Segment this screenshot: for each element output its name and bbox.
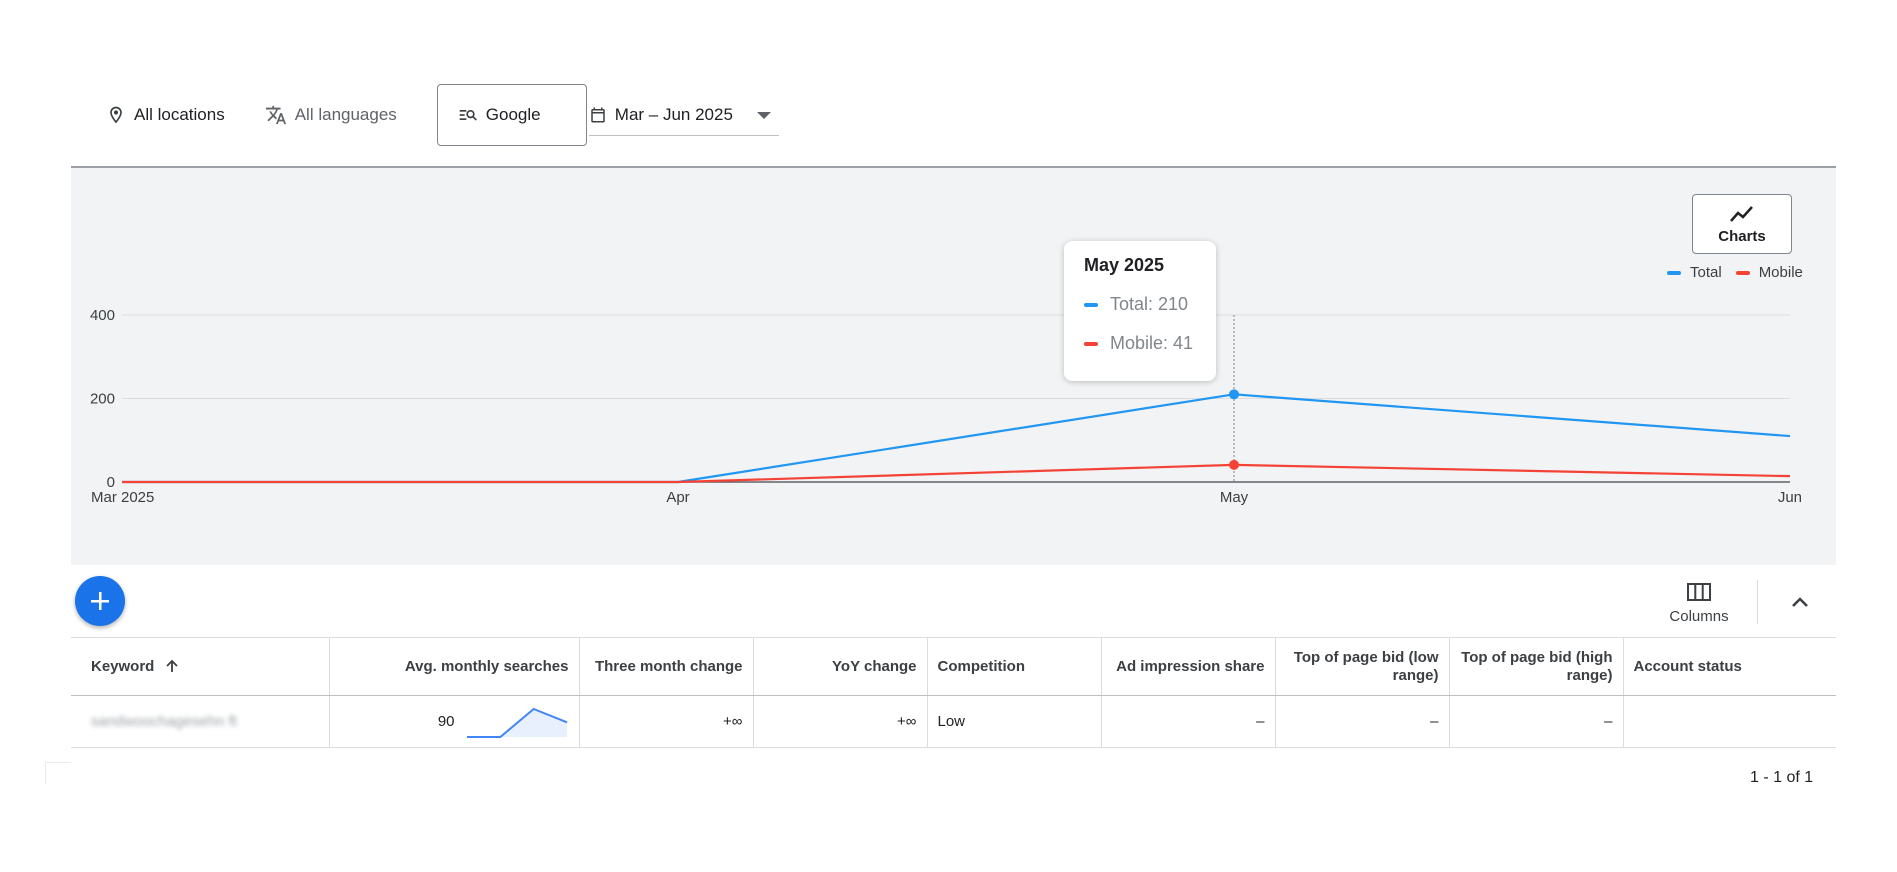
search-network-filter[interactable]: Google	[436, 84, 587, 146]
keyword-table: Keyword Avg. monthly searches Three mont…	[71, 637, 1836, 748]
y-tick-label: 0	[107, 474, 115, 491]
charts-button-label: Charts	[1718, 227, 1766, 245]
table-row[interactable]: sandwoochagesehn ft 90 +∞ +∞ Low – – –	[71, 695, 1836, 748]
table-corner-marker	[45, 762, 71, 784]
data-point-mobile	[1229, 459, 1239, 470]
three-month-change-cell: +∞	[578, 695, 753, 748]
sort-arrow-up-icon	[165, 659, 178, 672]
legend-label-mobile: Mobile	[1758, 264, 1803, 281]
pagination-label: 1 - 1 of 1	[1750, 769, 1814, 786]
table-header-row: Keyword Avg. monthly searches Three mont…	[71, 637, 1836, 696]
header-bid-low[interactable]: Top of page bid (low range)	[1274, 637, 1449, 696]
header-yoy-change[interactable]: YoY change	[752, 637, 927, 696]
avg-monthly-searches-value: 90	[437, 713, 455, 730]
tooltip-swatch-total	[1084, 302, 1098, 307]
account-status-cell	[1622, 695, 1836, 748]
x-tick-label: May	[1220, 489, 1249, 506]
location-pin-icon	[110, 106, 122, 124]
charts-button[interactable]: Charts	[1692, 194, 1792, 254]
legend-label-total: Total	[1690, 264, 1722, 281]
collapse-chart-button[interactable]	[1786, 588, 1814, 616]
header-keyword-label: Keyword	[91, 657, 155, 675]
tooltip-mobile-value: Mobile: 41	[1110, 333, 1194, 353]
legend-item-mobile[interactable]: Mobile	[1735, 264, 1803, 281]
dropdown-caret-icon	[756, 112, 771, 119]
tooltip-row-mobile: Mobile: 41	[1084, 333, 1196, 354]
plus-icon	[91, 592, 109, 610]
chart-panel: 0 200 400 Mar 2025 Apr May Jun Charts Total Mo…	[71, 166, 1836, 565]
search-network-label: Google	[485, 105, 541, 124]
filter-bar: All locations All languages Google Mar –…	[70, 84, 1830, 146]
ad-impression-share-cell: –	[1100, 695, 1275, 748]
chart-legend: Total Mobile	[1667, 264, 1817, 281]
series-line-mobile	[122, 463, 1791, 484]
language-filter[interactable]: All languages	[265, 84, 397, 146]
header-account-status[interactable]: Account status	[1622, 637, 1836, 696]
bid-low-cell: –	[1274, 695, 1449, 748]
calendar-icon	[591, 107, 605, 122]
date-range-select[interactable]: Mar – Jun 2025	[588, 94, 779, 136]
trend-sparkline	[466, 707, 567, 738]
x-tick-label: Jun	[1778, 489, 1802, 506]
chart-tooltip: May 2025 Total: 210 Mobile: 41	[1064, 241, 1216, 381]
location-filter[interactable]: All locations	[106, 84, 225, 146]
header-competition[interactable]: Competition	[926, 637, 1101, 696]
location-filter-label: All locations	[134, 105, 225, 124]
header-keyword[interactable]: Keyword	[71, 637, 329, 696]
translate-icon	[265, 105, 286, 125]
columns-button-label: Columns	[1669, 607, 1729, 625]
x-tick-label: Mar 2025	[91, 489, 154, 506]
line-chart: 0 200 400 Mar 2025 Apr May Jun	[90, 307, 1802, 506]
avg-monthly-searches-cell: 90	[328, 695, 579, 748]
sparkline-line	[466, 707, 567, 738]
trending-line-icon	[1730, 205, 1753, 222]
legend-swatch-mobile	[1735, 270, 1750, 275]
date-range-label: Mar – Jun 2025	[614, 104, 733, 124]
header-ad-impression-share[interactable]: Ad impression share	[1100, 637, 1275, 696]
competition-cell: Low	[926, 695, 1101, 748]
y-tick-label: 400	[90, 307, 115, 324]
data-point-total	[1229, 389, 1239, 400]
legend-swatch-total	[1667, 270, 1681, 275]
tooltip-title: May 2025	[1084, 255, 1165, 275]
header-bid-high[interactable]: Top of page bid (high range)	[1448, 637, 1623, 696]
tooltip-total-value: Total: 210	[1110, 294, 1189, 314]
tooltip-row-total: Total: 210	[1084, 294, 1196, 315]
language-filter-label: All languages	[294, 105, 397, 124]
columns-button[interactable]: Columns	[1663, 576, 1735, 630]
x-tick-label: Apr	[666, 489, 689, 506]
chevron-up-icon	[1792, 597, 1808, 607]
yoy-change-cell: +∞	[752, 695, 927, 748]
columns-icon	[1687, 582, 1711, 601]
header-avg-monthly-searches[interactable]: Avg. monthly searches	[328, 637, 579, 696]
bid-high-cell: –	[1448, 695, 1623, 748]
toolbar-divider	[1757, 580, 1758, 624]
legend-item-total[interactable]: Total	[1667, 264, 1722, 281]
search-network-icon	[459, 110, 477, 121]
header-three-month-change[interactable]: Three month change	[578, 637, 753, 696]
add-keyword-button[interactable]	[75, 576, 125, 626]
y-tick-label: 200	[90, 391, 115, 408]
keyword-cell[interactable]: sandwoochagesehn ft	[71, 695, 329, 748]
series-line-total	[122, 393, 1791, 484]
tooltip-swatch-mobile	[1084, 341, 1098, 346]
